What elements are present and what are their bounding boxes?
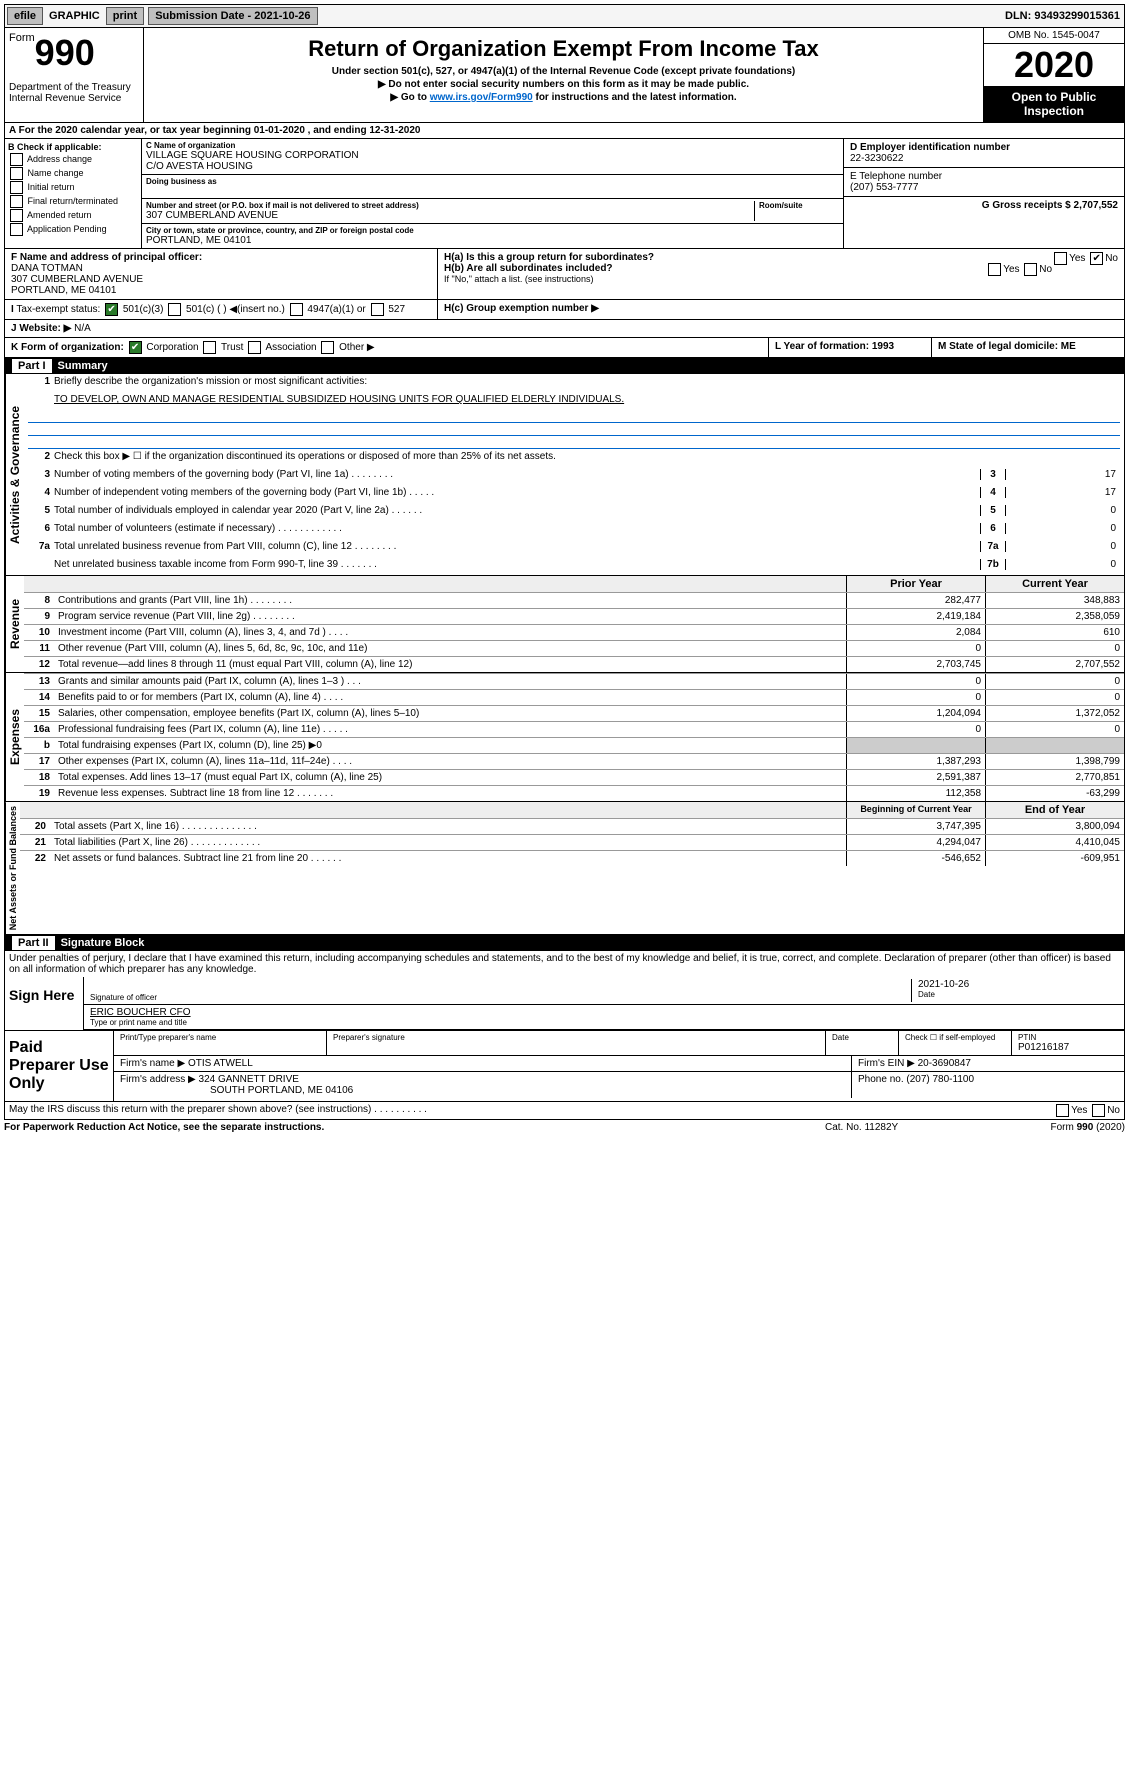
signature-block: Sign Here Signature of officer 2021-10-2… bbox=[4, 977, 1125, 1031]
rail-expenses: Expenses bbox=[5, 673, 24, 801]
part1-header: Part ISummary bbox=[4, 358, 1125, 374]
data-line: 14Benefits paid to or for members (Part … bbox=[24, 689, 1124, 705]
gov-line: 7aTotal unrelated business revenue from … bbox=[24, 539, 1124, 557]
check-corp[interactable] bbox=[129, 341, 142, 354]
part2-header: Part IISignature Block bbox=[4, 935, 1125, 951]
mission-text: TO DEVELOP, OWN AND MANAGE RESIDENTIAL S… bbox=[54, 394, 1120, 405]
box-d: D Employer identification number 22-3230… bbox=[843, 139, 1124, 248]
box-c: C Name of organization VILLAGE SQUARE HO… bbox=[142, 139, 843, 248]
officer-signature: ERIC BOUCHER CFO bbox=[90, 1007, 1118, 1018]
efile-button[interactable]: efile bbox=[7, 7, 43, 25]
data-line: 15Salaries, other compensation, employee… bbox=[24, 705, 1124, 721]
check-amended[interactable]: Amended return bbox=[8, 209, 138, 222]
org-co: C/O AVESTA HOUSING bbox=[146, 161, 839, 172]
gross-receipts: G Gross receipts $ 2,707,552 bbox=[982, 200, 1118, 211]
check-address[interactable]: Address change bbox=[8, 153, 138, 166]
officer-name: DANA TOTMAN bbox=[11, 263, 83, 274]
rail-net: Net Assets or Fund Balances bbox=[5, 802, 20, 934]
phone-value: (207) 553-7777 bbox=[850, 182, 918, 193]
perjury-text: Under penalties of perjury, I declare th… bbox=[4, 951, 1125, 977]
irs-link[interactable]: www.irs.gov/Form990 bbox=[430, 92, 533, 103]
org-street: 307 CUMBERLAND AVENUE bbox=[146, 210, 754, 221]
rail-revenue: Revenue bbox=[5, 576, 24, 672]
box-b: B Check if applicable: Address change Na… bbox=[5, 139, 142, 248]
website-value: N/A bbox=[74, 323, 91, 334]
form-number: Form990 bbox=[9, 32, 139, 74]
subtitle-3: ▶ Go to www.irs.gov/Form990 for instruct… bbox=[148, 92, 979, 103]
part1-body: Activities & Governance 1Briefly describ… bbox=[4, 374, 1125, 935]
department: Department of the Treasury Internal Reve… bbox=[9, 82, 139, 104]
omb-number: OMB No. 1545-0047 bbox=[984, 28, 1124, 44]
entity-info: B Check if applicable: Address change Na… bbox=[4, 139, 1125, 249]
print-button[interactable]: print bbox=[106, 7, 144, 25]
check-final[interactable]: Final return/terminated bbox=[8, 195, 138, 208]
org-city: PORTLAND, ME 04101 bbox=[146, 235, 839, 246]
data-line: 11Other revenue (Part VIII, column (A), … bbox=[24, 640, 1124, 656]
data-line: 17Other expenses (Part IX, column (A), l… bbox=[24, 753, 1124, 769]
data-line: 18Total expenses. Add lines 13–17 (must … bbox=[24, 769, 1124, 785]
data-line: 20Total assets (Part X, line 16) . . . .… bbox=[20, 818, 1124, 834]
gov-line: 4Number of independent voting members of… bbox=[24, 485, 1124, 503]
footer: For Paperwork Reduction Act Notice, see … bbox=[4, 1120, 1125, 1135]
form-header: Form990 Department of the Treasury Inter… bbox=[4, 28, 1125, 123]
period-row: A For the 2020 calendar year, or tax yea… bbox=[4, 123, 1125, 139]
check-name[interactable]: Name change bbox=[8, 167, 138, 180]
data-line: 10Investment income (Part VIII, column (… bbox=[24, 624, 1124, 640]
submission-date: Submission Date - 2021-10-26 bbox=[148, 7, 317, 25]
data-line: 21Total liabilities (Part X, line 26) . … bbox=[20, 834, 1124, 850]
data-line: bTotal fundraising expenses (Part IX, co… bbox=[24, 737, 1124, 753]
toolbar: efile GRAPHIC print Submission Date - 20… bbox=[4, 4, 1125, 28]
data-line: 22Net assets or fund balances. Subtract … bbox=[20, 850, 1124, 866]
open-public: Open to Public Inspection bbox=[984, 86, 1124, 122]
officer-group-info: F Name and address of principal officer:… bbox=[4, 249, 1125, 358]
paid-preparer: Paid Preparer Use Only Print/Type prepar… bbox=[4, 1031, 1125, 1102]
tax-year: 2020 bbox=[984, 44, 1124, 86]
gov-line: 3Number of voting members of the governi… bbox=[24, 467, 1124, 485]
data-line: 9Program service revenue (Part VIII, lin… bbox=[24, 608, 1124, 624]
discuss-row: May the IRS discuss this return with the… bbox=[4, 1102, 1125, 1120]
check-initial[interactable]: Initial return bbox=[8, 181, 138, 194]
form-title: Return of Organization Exempt From Incom… bbox=[148, 36, 979, 62]
check-pending[interactable]: Application Pending bbox=[8, 223, 138, 236]
check-501c3[interactable] bbox=[105, 303, 118, 316]
gov-line: 6Total number of volunteers (estimate if… bbox=[24, 521, 1124, 539]
graphic-label: GRAPHIC bbox=[45, 10, 104, 22]
dln-label: DLN: 93493299015361 bbox=[1001, 10, 1124, 22]
data-line: 19Revenue less expenses. Subtract line 1… bbox=[24, 785, 1124, 801]
ptin-value: P01216187 bbox=[1018, 1042, 1118, 1053]
gov-line: Net unrelated business taxable income fr… bbox=[24, 557, 1124, 575]
org-name: VILLAGE SQUARE HOUSING CORPORATION bbox=[146, 150, 839, 161]
data-line: 16aProfessional fundraising fees (Part I… bbox=[24, 721, 1124, 737]
data-line: 12Total revenue—add lines 8 through 11 (… bbox=[24, 656, 1124, 672]
subtitle-2: ▶ Do not enter social security numbers o… bbox=[148, 79, 979, 90]
data-line: 8Contributions and grants (Part VIII, li… bbox=[24, 592, 1124, 608]
ein-value: 22-3230622 bbox=[850, 153, 903, 164]
rail-governance: Activities & Governance bbox=[5, 374, 24, 575]
gov-line: 5Total number of individuals employed in… bbox=[24, 503, 1124, 521]
data-line: 13Grants and similar amounts paid (Part … bbox=[24, 673, 1124, 689]
firm-name: OTIS ATWELL bbox=[188, 1058, 253, 1069]
subtitle-1: Under section 501(c), 527, or 4947(a)(1)… bbox=[148, 66, 979, 77]
